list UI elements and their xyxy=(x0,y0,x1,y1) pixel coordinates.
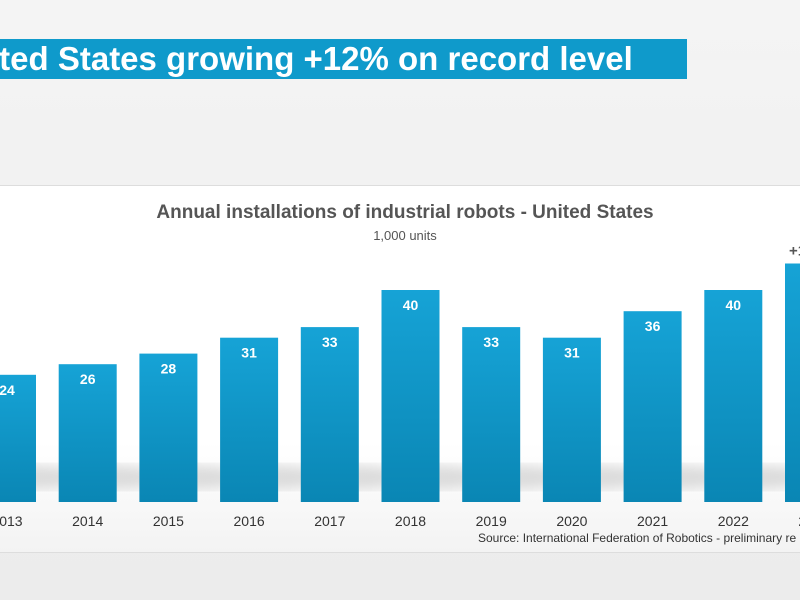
bar-2020 xyxy=(542,337,601,502)
x-tick-label: 2020 xyxy=(556,513,587,529)
headline-banner: ited States growing +12% on record level xyxy=(0,39,687,79)
x-tick-label: 2017 xyxy=(314,513,345,529)
data-label: 40 xyxy=(403,297,419,313)
bar-2022 xyxy=(704,290,763,502)
data-label: 33 xyxy=(322,334,338,350)
data-label: 26 xyxy=(80,371,96,387)
bar-2015 xyxy=(139,353,198,502)
x-tick-label: 2013 xyxy=(0,513,23,529)
bar-2016 xyxy=(220,337,279,502)
data-label: 28 xyxy=(161,361,177,377)
x-tick-label: 2023 xyxy=(798,513,800,529)
bar-2023 xyxy=(785,263,800,502)
data-label: 24 xyxy=(0,382,15,398)
x-tick-label: 2018 xyxy=(395,513,426,529)
bar-2014 xyxy=(58,364,117,502)
bar-2018 xyxy=(381,290,440,502)
bar-2017 xyxy=(300,327,359,502)
chart-title: Annual installations of industrial robot… xyxy=(156,202,654,223)
bar-2019 xyxy=(462,327,521,502)
x-tick-label: 2016 xyxy=(234,513,265,529)
x-tick-label: 2014 xyxy=(72,513,103,529)
data-label: 31 xyxy=(564,345,580,361)
x-tick-label: 2019 xyxy=(476,513,507,529)
data-label: 40 xyxy=(726,297,742,313)
x-tick-label: 2021 xyxy=(637,513,668,529)
data-label: 36 xyxy=(645,318,661,334)
growth-annotation: +12% xyxy=(789,243,800,260)
bar-2021 xyxy=(623,311,682,502)
x-tick-label: 2022 xyxy=(718,513,749,529)
chart-subtitle: 1,000 units xyxy=(373,228,437,243)
x-tick-label: 2015 xyxy=(153,513,184,529)
bar-2013 xyxy=(0,374,36,502)
data-label: 31 xyxy=(241,345,257,361)
source-note: Source: International Federation of Robo… xyxy=(478,531,797,545)
data-label: 33 xyxy=(483,334,499,350)
